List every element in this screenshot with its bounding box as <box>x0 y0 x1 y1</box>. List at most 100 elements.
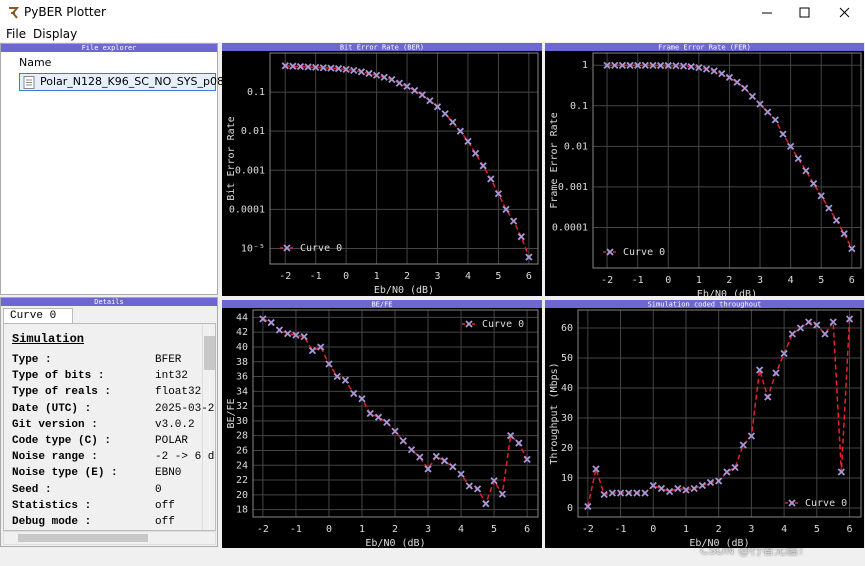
y-tick-label: 0.1 <box>247 87 265 98</box>
detail-key: Type of reals : <box>12 386 112 399</box>
marker <box>592 465 600 473</box>
scrollbar[interactable] <box>202 324 215 530</box>
x-tick-label: 5 <box>491 524 497 535</box>
marker <box>327 64 335 72</box>
marker <box>374 413 383 421</box>
marker <box>399 437 407 445</box>
detail-value: POLAR <box>155 435 189 447</box>
window-controls[interactable] <box>740 0 865 26</box>
x-tick-label: 0 <box>665 275 671 286</box>
detail-key: Seed : <box>12 483 52 496</box>
marker <box>829 318 837 326</box>
legend-label: Curve 0 <box>805 498 847 509</box>
x-tick-label: 5 <box>814 524 820 535</box>
detail-value: 0 <box>155 483 162 496</box>
detail-key: Noise range : <box>12 451 98 464</box>
marker <box>771 116 779 124</box>
marker <box>698 481 706 490</box>
marker <box>802 167 810 175</box>
marker <box>710 67 718 75</box>
marker <box>471 149 480 158</box>
x-tick-label: 2 <box>404 271 410 282</box>
x-tick-label: 1 <box>359 524 365 535</box>
marker <box>679 62 688 70</box>
x-tick-label: 4 <box>465 271 471 282</box>
marker <box>796 324 805 332</box>
detail-key: Type : <box>12 354 52 366</box>
y-axis-label: Frame Error Rate <box>549 112 560 208</box>
marker <box>456 127 464 135</box>
marker <box>706 478 715 487</box>
marker <box>616 489 625 497</box>
y-tick-label: 40 <box>561 383 573 394</box>
marker <box>695 64 703 72</box>
x-axis-label: Eb/N0 (dB) <box>365 538 425 548</box>
marker <box>731 463 739 472</box>
x-tick-label: 2 <box>716 524 722 535</box>
y-tick-label: 42 <box>236 327 248 338</box>
marker <box>342 65 350 74</box>
detail-key: Git version : <box>12 418 98 431</box>
chart-header <box>222 300 542 308</box>
x-tick-label: 0 <box>326 524 332 535</box>
y-tick-label: 32 <box>236 401 248 412</box>
marker <box>603 61 611 70</box>
y-tick-label: 40 <box>236 342 248 353</box>
legend-marker <box>465 320 473 328</box>
y-axis-label: BE/FE <box>226 398 237 428</box>
h-scrollbar[interactable] <box>3 531 216 545</box>
detail-key: Date (UTC) : <box>12 402 92 415</box>
detail-value: BFER <box>155 354 182 366</box>
marker <box>525 253 533 261</box>
details-content: Simulation Type : BFER Type of bits : int32… <box>3 323 216 531</box>
marker <box>350 66 358 74</box>
y-tick-label: 0.0001 <box>552 222 588 233</box>
menu-item[interactable]: Display <box>33 27 78 41</box>
legend-label: Curve 0 <box>482 319 524 330</box>
tab[interactable]: Curve 0 <box>3 308 73 323</box>
y-tick-label: 30 <box>561 413 573 424</box>
menu-item[interactable]: File <box>6 27 27 41</box>
chart-panel: Bit Error Rate (BER) -2 -1 0 1 2 3 4 5 6 0.1 0.01 0.… <box>222 43 542 296</box>
legend-marker <box>606 248 614 256</box>
detail-value: int32 <box>155 370 189 383</box>
chart-header <box>222 43 542 51</box>
marker <box>725 73 734 82</box>
marker <box>788 330 796 338</box>
marker <box>275 326 284 334</box>
chart: Simulation coded throughout-2 -1 0 1 2 3 4 5 601… <box>545 300 864 549</box>
marker <box>748 92 757 101</box>
y-tick-label: 22 <box>236 475 248 486</box>
marker <box>641 489 649 497</box>
x-tick-label: 6 <box>526 271 532 282</box>
marker <box>739 441 747 449</box>
marker <box>764 393 772 401</box>
y-tick-label: 0.1 <box>570 101 588 112</box>
detail-value: float32 <box>155 386 202 399</box>
file-item[interactable]: Polar_N128_K96_SC_NO_SYS_p08... <box>19 73 234 91</box>
marker <box>479 162 487 170</box>
marker <box>388 75 396 84</box>
detail-key: Type of bits : <box>12 370 105 383</box>
marker <box>267 318 275 327</box>
x-tick-label: 6 <box>849 275 855 286</box>
marker <box>747 432 756 440</box>
x-tick-label: -1 <box>310 271 322 282</box>
marker <box>426 97 434 105</box>
marker <box>600 490 608 499</box>
y-tick-label: 50 <box>561 353 573 364</box>
marker <box>407 446 416 454</box>
x-tick-label: 3 <box>434 271 440 282</box>
marker <box>755 366 764 374</box>
chart: BE/FE-2 -1 0 1 2 3 4 5 6182022242628303234363840… <box>222 300 542 549</box>
x-tick-label: 5 <box>495 271 501 282</box>
marker <box>259 315 267 323</box>
y-tick-label: 60 <box>561 323 573 334</box>
detail-key: Statistics : <box>12 499 92 512</box>
chart-title: Bit Error Rate (BER) <box>340 44 424 52</box>
x-tick-label: 6 <box>524 524 530 535</box>
marker <box>304 63 312 71</box>
marker <box>664 61 672 70</box>
detail-value: off <box>155 516 175 528</box>
marker <box>702 65 711 73</box>
